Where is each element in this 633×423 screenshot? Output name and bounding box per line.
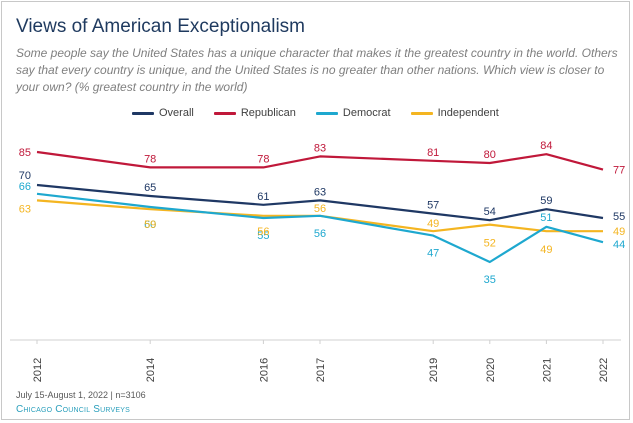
data-label-democrat-2014: 60 <box>144 219 156 231</box>
data-label-democrat-2016: 55 <box>257 230 269 242</box>
x-tick-label-2012: 2012 <box>32 358 44 382</box>
data-label-overall-2012: 70 <box>19 170 31 182</box>
data-label-overall-2014: 65 <box>144 182 156 194</box>
data-label-republican-2020: 80 <box>484 149 496 161</box>
data-label-independent-2021: 49 <box>540 244 552 256</box>
data-label-republican-2012: 85 <box>19 147 31 159</box>
x-tick-label-2020: 2020 <box>485 358 497 382</box>
series-line-independent <box>36 199 603 233</box>
legend-label-independent: Independent <box>437 107 499 119</box>
legend-item-republican: Republican <box>213 107 296 119</box>
legend-swatch-republican <box>213 111 236 115</box>
data-label-overall-2022: 55 <box>613 211 625 223</box>
data-label-overall-2020: 54 <box>484 206 496 218</box>
data-label-overall-2016: 61 <box>257 191 269 203</box>
data-label-independent-2016: 56 <box>257 226 269 238</box>
data-label-republican-2016: 78 <box>257 153 269 165</box>
x-tick-label-2019: 2019 <box>428 358 440 382</box>
legend-swatch-overall <box>132 111 154 115</box>
series-line-democrat <box>36 192 604 264</box>
chart-legend: Overall Republican Democrat Independent <box>132 107 519 119</box>
data-label-republican-2017: 83 <box>314 142 326 154</box>
chart-title: Views of American Exceptionalism <box>16 16 305 37</box>
x-tick-label-2022: 2022 <box>598 358 610 382</box>
survey-note: July 15-August 1, 2022 | n=3106 <box>16 390 146 400</box>
data-label-democrat-2021: 51 <box>540 212 552 224</box>
legend-label-overall: Overall <box>159 107 194 119</box>
legend-label-republican: Republican <box>240 107 296 119</box>
data-label-republican-2019: 81 <box>427 147 439 159</box>
data-label-independent-2017: 56 <box>314 203 326 215</box>
x-tick-label-2014: 2014 <box>145 358 157 382</box>
chart-subtitle: Some people say the United States has a … <box>16 46 618 94</box>
data-label-independent-2012: 63 <box>19 203 31 215</box>
data-label-independent-2019: 49 <box>427 218 439 230</box>
legend-swatch-democrat <box>315 111 338 115</box>
data-label-democrat-2017: 56 <box>314 228 326 240</box>
legend-item-democrat: Democrat <box>315 107 391 119</box>
source-credit-text: Chicago Council Surveys <box>16 404 130 415</box>
legend-item-overall: Overall <box>132 107 194 119</box>
series-line-overall <box>36 183 604 222</box>
data-label-overall-2017: 63 <box>314 186 326 198</box>
data-label-republican-2021: 84 <box>540 140 552 152</box>
data-label-independent-2014: 59 <box>144 219 156 231</box>
legend-item-independent: Independent <box>410 107 499 119</box>
data-label-independent-2020: 52 <box>484 238 496 250</box>
source-credit: Chicago Council Surveys <box>16 404 130 415</box>
x-tick-label-2017: 2017 <box>315 358 327 382</box>
legend-swatch-independent <box>410 111 433 115</box>
data-label-overall-2021: 59 <box>540 195 552 207</box>
data-label-republican-2014: 78 <box>144 153 156 165</box>
data-label-independent-2022: 49 <box>613 226 625 238</box>
data-label-overall-2019: 57 <box>427 200 439 212</box>
data-label-republican-2022: 77 <box>613 165 625 177</box>
data-label-democrat-2020: 35 <box>484 274 496 286</box>
data-label-democrat-2022: 44 <box>613 239 625 251</box>
data-label-democrat-2019: 47 <box>427 248 439 260</box>
x-tick-label-2021: 2021 <box>541 358 553 382</box>
x-tick-label-2016: 2016 <box>258 358 270 382</box>
series-line-republican <box>36 150 604 171</box>
data-label-democrat-2012: 66 <box>19 181 31 193</box>
legend-label-democrat: Democrat <box>342 107 391 119</box>
